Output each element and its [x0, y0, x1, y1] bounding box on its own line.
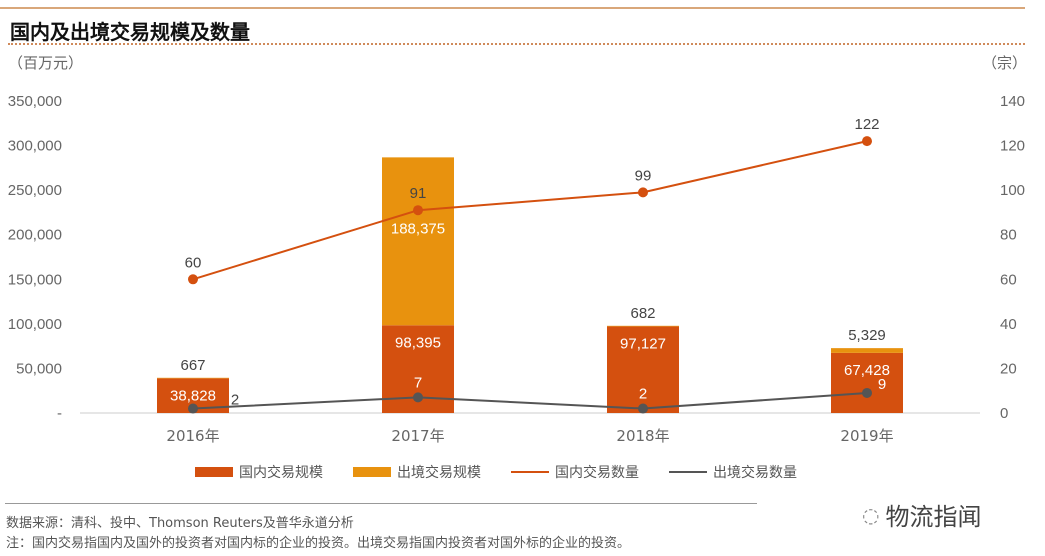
- legend-swatch: [353, 467, 391, 477]
- legend-label: 国内交易规模: [239, 465, 323, 481]
- line-outbound-count: [192, 391, 868, 410]
- footnote: 注：国内交易指国内及国外的投资者对国内标的企业的投资。出境交易指国内投资者对国外…: [6, 536, 631, 551]
- data-label-domestic: 97,127: [620, 335, 666, 352]
- right-tick-label: 40: [1000, 316, 1017, 333]
- line-point: [638, 403, 648, 414]
- legend-item: 国内交易数量: [511, 462, 639, 482]
- line-point: [188, 403, 198, 414]
- right-tick-label: 80: [1000, 227, 1017, 244]
- line-point: [862, 387, 872, 398]
- left-tick-label: 150,000: [8, 271, 62, 288]
- right-tick-label: 120: [1000, 138, 1025, 155]
- left-tick-label: 350,000: [8, 93, 62, 110]
- bar-outbound: [382, 157, 454, 326]
- right-tick-label: 100: [1000, 182, 1025, 199]
- bar-domestic: [831, 352, 903, 413]
- data-label-domestic: 38,828: [170, 387, 216, 404]
- data-label-outbound-count: 7: [414, 374, 422, 391]
- right-tick-label: 140: [1000, 93, 1025, 110]
- dotted-divider: [8, 43, 1025, 45]
- x-tick-label: 2018年: [616, 427, 669, 445]
- watermark-text: 物流指闻: [885, 503, 982, 531]
- page-title: 国内及出境交易规模及数量: [10, 20, 250, 44]
- data-label-outbound: 5,329: [848, 327, 886, 344]
- right-tick-label: 0: [1000, 405, 1008, 422]
- data-label-domestic: 67,428: [844, 362, 890, 379]
- legend-label: 出境交易规模: [397, 465, 481, 481]
- data-label-outbound: 682: [630, 305, 655, 322]
- legend-item: 出境交易数量: [669, 462, 797, 482]
- line-point: [188, 274, 198, 285]
- legend-swatch: [669, 471, 707, 473]
- legend-swatch: [195, 467, 233, 477]
- left-tick-label: 250,000: [8, 182, 62, 199]
- left-tick-label: -: [57, 405, 62, 422]
- data-label-outbound-count: 9: [878, 376, 886, 393]
- chart: - 50,000 100,000 150,000 200,000 250,000 300,0…: [8, 93, 1025, 445]
- data-label-domestic-count: 99: [635, 167, 652, 184]
- legend: 国内交易规模 出境交易规模 国内交易数量 出境交易数量: [195, 462, 797, 482]
- x-tick-label: 2017年: [391, 427, 444, 445]
- source-note: 数据来源：清科、投中、Thomson Reuters及普华永道分析: [6, 516, 354, 531]
- line-point: [862, 136, 872, 147]
- data-label-domestic-count: 60: [185, 254, 202, 271]
- data-label-outbound-count: 2: [231, 392, 239, 409]
- left-axis-unit: （百万元）: [8, 54, 84, 72]
- line-domestic-count: [192, 140, 868, 281]
- wechat-icon: ◌: [862, 502, 880, 527]
- legend-label: 国内交易数量: [555, 465, 639, 481]
- right-tick-label: 20: [1000, 360, 1017, 377]
- data-label-domestic-count: 91: [410, 185, 427, 202]
- watermark: ◌ 物流指闻: [862, 497, 981, 532]
- footer-rule: [5, 503, 757, 504]
- x-tick-label: 2019年: [840, 427, 893, 445]
- line-point: [638, 187, 648, 198]
- line-point: [413, 205, 423, 216]
- data-label-outbound-count: 2: [639, 386, 647, 403]
- legend-item: 国内交易规模: [195, 462, 323, 482]
- bar-outbound: [831, 348, 903, 353]
- left-tick-label: 100,000: [8, 316, 62, 333]
- legend-swatch: [511, 471, 549, 473]
- right-axis-unit: （宗）: [982, 54, 1028, 72]
- legend-label: 出境交易数量: [713, 465, 797, 481]
- bar-outbound: [157, 377, 229, 379]
- line-point: [413, 392, 423, 403]
- left-tick-label: 300,000: [8, 138, 62, 155]
- legend-item: 出境交易规模: [353, 462, 481, 482]
- right-tick-label: 60: [1000, 271, 1017, 288]
- data-label-domestic: 98,395: [395, 334, 441, 351]
- x-tick-label: 2016年: [166, 427, 219, 445]
- bar-domestic: [607, 326, 679, 413]
- bar-outbound: [607, 325, 679, 327]
- top-rule: [0, 7, 1025, 9]
- left-tick-label: 200,000: [8, 227, 62, 244]
- data-label-outbound: 667: [180, 357, 205, 374]
- data-label-domestic-count: 122: [854, 116, 879, 133]
- data-label-outbound: 188,375: [391, 220, 445, 237]
- left-tick-label: 50,000: [16, 360, 62, 377]
